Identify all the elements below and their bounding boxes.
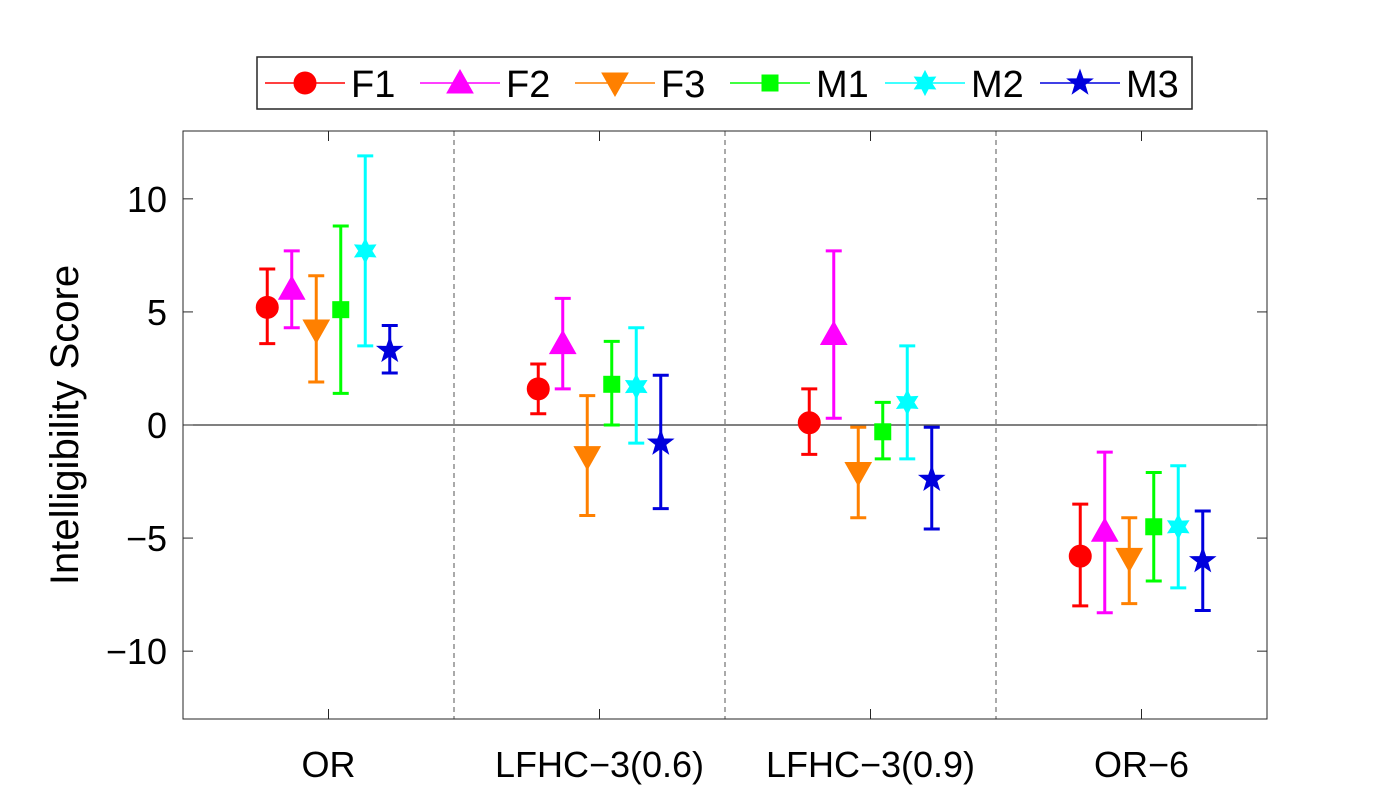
y-tick-label: −5	[126, 518, 167, 559]
marker-m3	[1188, 546, 1217, 573]
legend-label-f2: F2	[506, 64, 550, 106]
x-tick-label: LFHC−3(0.9)	[766, 744, 975, 785]
y-tick-label: 5	[147, 292, 167, 333]
legend-label-f1: F1	[351, 64, 395, 106]
legend-label-m3: M3	[1126, 64, 1179, 106]
marker-f3	[844, 461, 873, 487]
marker-f3	[1115, 547, 1144, 573]
legend-label-m2: M2	[971, 64, 1024, 106]
x-tick-label: LFHC−3(0.6)	[495, 744, 704, 785]
y-tick-label: 10	[127, 179, 167, 220]
marker-f2	[277, 275, 306, 300]
marker-f1	[797, 411, 821, 435]
marker-m2	[1166, 513, 1190, 540]
x-tick-label: OR	[302, 744, 356, 785]
y-axis-label: Intelligibility Score	[43, 265, 87, 585]
marker-m3	[917, 464, 946, 492]
marker-m1	[603, 375, 621, 393]
legend-marker-m3	[1066, 68, 1094, 95]
legend-marker-f2	[446, 68, 474, 94]
marker-m2	[624, 373, 648, 400]
marker-f1	[526, 377, 550, 401]
x-tick-label: OR−6	[1094, 744, 1189, 785]
legend-marker-m2	[913, 69, 937, 97]
y-axis: −10 −5 0 5 10	[106, 179, 1267, 672]
marker-f1	[255, 295, 279, 319]
legend-label-f3: F3	[661, 64, 705, 106]
marker-m3	[375, 335, 404, 363]
marker-f3	[573, 446, 602, 471]
legend-marker-m1	[761, 74, 779, 92]
x-axis: OR LFHC−3(0.6) LFHC−3(0.9) OR−6	[302, 131, 1189, 785]
legend-marker-f1	[293, 71, 317, 95]
group-separators	[453, 131, 997, 719]
marker-f2	[548, 329, 577, 355]
legend-box	[256, 56, 1193, 110]
marker-m2	[895, 389, 919, 416]
marker-m3	[646, 428, 675, 455]
marker-m1	[874, 423, 892, 441]
marker-m2	[353, 237, 377, 265]
y-tick-label: 0	[147, 405, 167, 446]
legend: F1 F2 F3 M1 M2 M3	[256, 56, 1193, 110]
marker-f2	[819, 320, 848, 346]
marker-m1	[332, 301, 350, 319]
marker-f2	[1090, 517, 1119, 542]
marker-m1	[1145, 518, 1163, 536]
marker-f1	[1068, 544, 1092, 568]
legend-marker-f3	[601, 72, 629, 98]
marker-f3	[302, 319, 331, 345]
data-markers	[255, 237, 1217, 573]
y-tick-label: −10	[106, 631, 167, 672]
legend-label-m1: M1	[816, 64, 869, 106]
